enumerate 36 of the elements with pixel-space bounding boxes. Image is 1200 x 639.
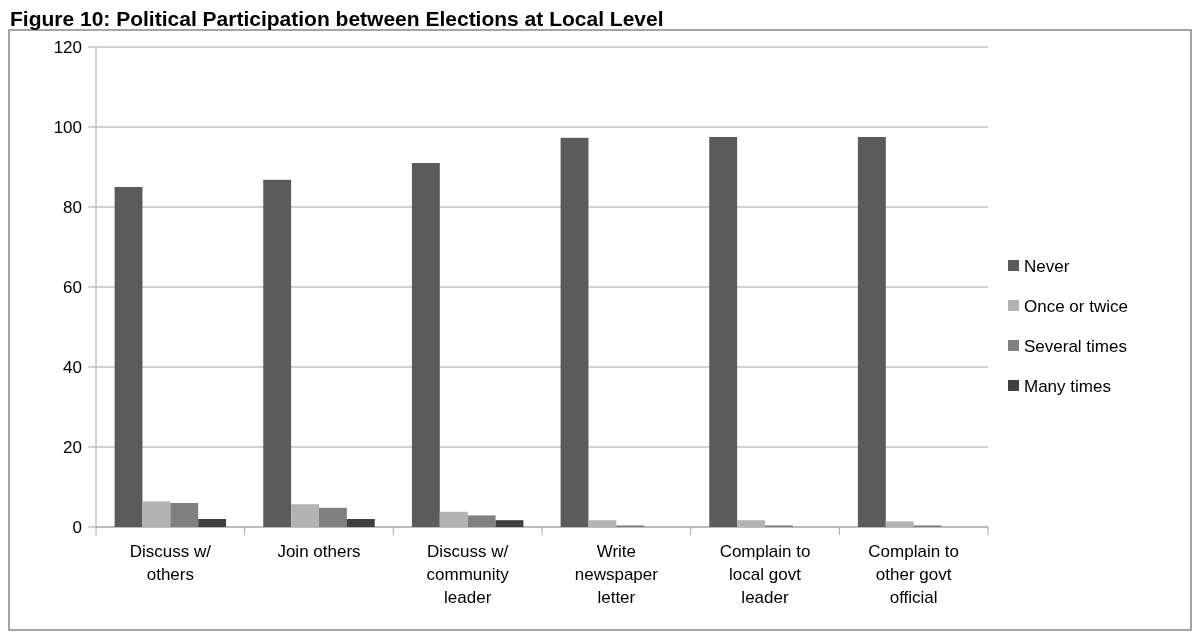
bar: [857, 137, 886, 527]
bar: [114, 187, 143, 527]
y-tick-label: 100: [53, 117, 82, 137]
y-tick-label: 40: [63, 357, 82, 377]
bar: [495, 520, 524, 527]
bar: [709, 137, 738, 527]
bar: [346, 519, 375, 527]
y-tick-label: 0: [72, 517, 82, 537]
bar: [411, 163, 440, 527]
y-tick-label: 60: [63, 277, 82, 297]
x-tick-label: Write newspaper letter: [574, 542, 659, 607]
bar: [198, 519, 227, 527]
bar: [291, 504, 319, 527]
y-tick-label: 80: [63, 197, 82, 217]
chart-title: Figure 10: Political Participation between Elections at Local Level: [10, 7, 664, 30]
bar: [885, 521, 914, 527]
y-tick-label: 20: [63, 437, 82, 457]
x-tick-label: Discuss w/ community leader: [426, 542, 510, 607]
bar: [170, 503, 199, 527]
bar: [560, 137, 589, 527]
bar: [467, 515, 496, 527]
y-tick-label: 120: [53, 37, 82, 57]
bar: [319, 507, 347, 527]
bar: [439, 511, 468, 527]
x-tick-label: Discuss w/ others: [129, 542, 212, 584]
bar: [263, 179, 292, 527]
legend-label: Once or twice: [1024, 296, 1128, 316]
x-tick-label: Complain to local govt leader: [719, 542, 811, 607]
x-tick-label: Complain to other govt official: [868, 542, 960, 607]
bar: [737, 520, 765, 527]
legend-label: Several times: [1024, 336, 1127, 356]
legend-label: Many times: [1024, 376, 1111, 396]
legend-label: Never: [1024, 256, 1070, 276]
bar: [142, 501, 171, 527]
x-tick-label: Join others: [277, 542, 361, 561]
bar: [588, 520, 617, 527]
